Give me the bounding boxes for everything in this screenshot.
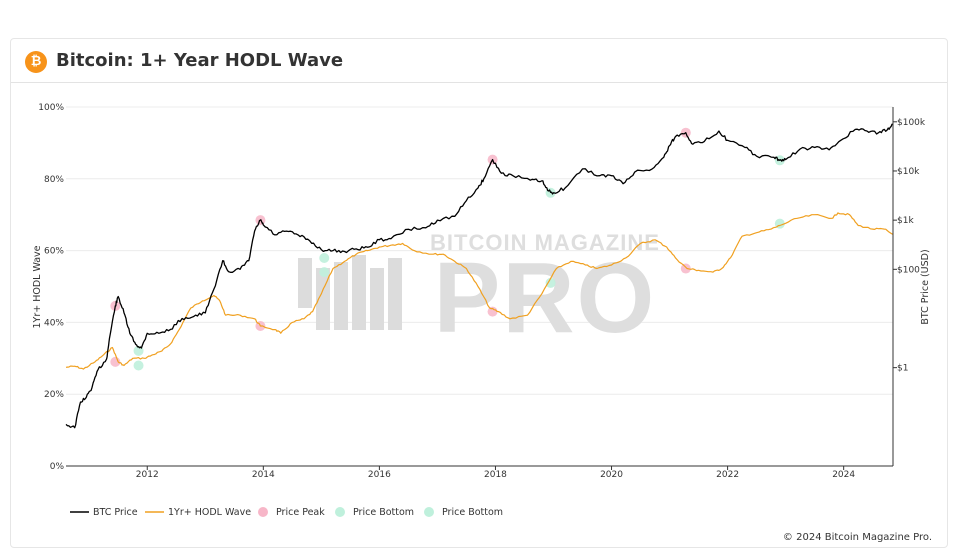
legend-btc-price[interactable]: BTC Price bbox=[70, 507, 138, 518]
price-bottom-marker bbox=[133, 360, 144, 371]
watermark-bars-icon bbox=[298, 255, 402, 330]
y2-tick-label: $10k bbox=[897, 167, 920, 177]
y-axis-title: 1Yr+ HODL Wave bbox=[32, 245, 43, 328]
bitcoin-logo-icon: ₿ bbox=[25, 51, 47, 73]
legend-dot-swatch bbox=[258, 507, 268, 517]
price-bottom-marker bbox=[545, 277, 556, 288]
y-tick-label: 60% bbox=[44, 247, 64, 257]
x-tick-label: 2014 bbox=[252, 470, 275, 480]
legend-label: Price Peak bbox=[276, 507, 325, 518]
grid-lines bbox=[66, 106, 893, 395]
chart-header: ₿ Bitcoin: 1+ Year HODL Wave bbox=[11, 39, 947, 83]
btc-price-line bbox=[65, 123, 894, 429]
y-tick-label: 0% bbox=[50, 462, 65, 472]
price-bottom-marker bbox=[319, 252, 330, 263]
x-tick-label: 2020 bbox=[600, 470, 623, 480]
y2-tick-label: $1 bbox=[897, 364, 908, 374]
x-tick-label: 2012 bbox=[136, 470, 159, 480]
axes: 1Yr+ HODL Wave BTC Price (USD) 0% 20% 40% 6… bbox=[32, 103, 931, 480]
chart-title: Bitcoin: 1+ Year HODL Wave bbox=[56, 50, 344, 71]
series-lines bbox=[65, 123, 894, 429]
price-bottom-marker bbox=[319, 267, 330, 278]
y2-tick-label: $100k bbox=[897, 118, 926, 128]
legend-price-peak[interactable]: Price Peak bbox=[258, 507, 325, 518]
watermark-line1: BITCOIN MAGAZINE bbox=[430, 230, 660, 255]
price-peak-marker bbox=[487, 306, 498, 317]
copyright-text: © 2024 Bitcoin Magazine Pro. bbox=[782, 532, 932, 543]
x-tick-label: 2022 bbox=[716, 470, 739, 480]
watermark-line2: PRO bbox=[434, 242, 657, 354]
y-tick-label: 80% bbox=[44, 175, 64, 185]
y2-tick-label: $100 bbox=[897, 265, 920, 275]
hodl-wave-line bbox=[65, 212, 894, 370]
y2-axis-title: BTC Price (USD) bbox=[920, 249, 931, 324]
x-tick-label: 2018 bbox=[484, 470, 507, 480]
legend-label: 1Yr+ HODL Wave bbox=[168, 507, 251, 518]
legend-label: Price Bottom bbox=[353, 507, 414, 518]
legend-label: Price Bottom bbox=[442, 507, 503, 518]
y-tick-label: 40% bbox=[44, 318, 64, 328]
watermark: BITCOIN MAGAZINE PRO bbox=[298, 230, 660, 354]
x-tick-label: 2016 bbox=[368, 470, 391, 480]
legend: BTC Price 1Yr+ HODL Wave Price Peak Price B… bbox=[70, 507, 503, 518]
legend-dot-swatch bbox=[424, 507, 434, 517]
legend-price-bottom-2[interactable]: Price Bottom bbox=[424, 507, 503, 518]
price-peak-marker bbox=[680, 263, 691, 274]
legend-price-bottom[interactable]: Price Bottom bbox=[335, 507, 414, 518]
chart-card: ₿ Bitcoin: 1+ Year HODL Wave bbox=[10, 38, 948, 548]
legend-hodl-wave[interactable]: 1Yr+ HODL Wave bbox=[145, 507, 251, 518]
y2-tick-label: $1k bbox=[897, 216, 914, 226]
y-tick-label: 20% bbox=[44, 390, 64, 400]
x-tick-label: 2024 bbox=[832, 470, 855, 480]
y-tick-label: 100% bbox=[38, 103, 64, 113]
legend-dot-swatch bbox=[335, 507, 345, 517]
legend-label: BTC Price bbox=[93, 507, 138, 518]
